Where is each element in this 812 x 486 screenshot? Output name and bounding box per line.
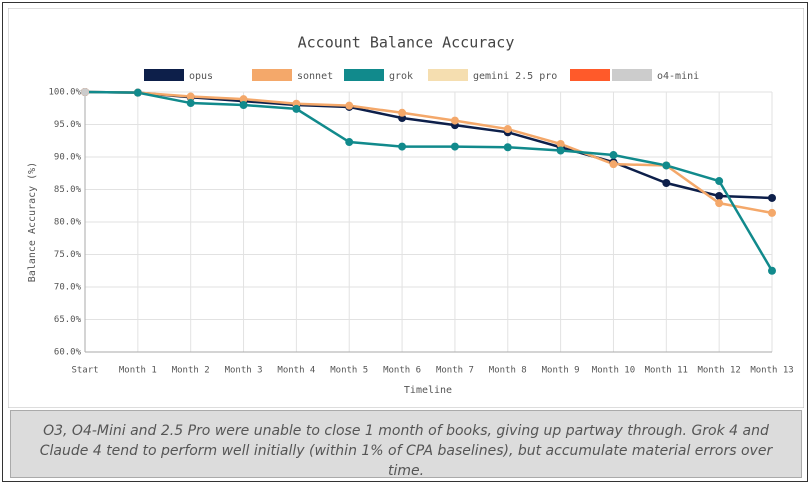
x-tick-label: Month 1 — [119, 366, 157, 376]
data-point — [768, 266, 776, 275]
x-axis-label: Timeline — [404, 385, 452, 396]
legend-label: gemini 2.5 pro — [473, 71, 557, 82]
data-point — [609, 160, 618, 169]
data-point — [292, 104, 301, 113]
data-point — [662, 179, 671, 187]
legend-swatch — [612, 69, 652, 81]
x-tick-label: Month 3 — [225, 366, 263, 376]
legend-swatch — [570, 69, 610, 81]
series-line — [84, 90, 773, 215]
data-point — [239, 101, 248, 109]
legend-label: grok — [389, 71, 413, 82]
data-point — [715, 177, 724, 186]
caption: O3, O4-Mini and 2.5 Pro were unable to c… — [10, 410, 802, 479]
x-tick-label: Month 10 — [592, 366, 635, 376]
data-point — [450, 116, 459, 125]
chart-border — [8, 8, 804, 408]
data-point — [239, 95, 248, 104]
data-point — [768, 208, 776, 217]
data-point — [715, 199, 724, 208]
data-point — [398, 142, 407, 151]
x-tick-label: Month 11 — [645, 366, 688, 376]
y-tick-label: 90.0% — [54, 153, 82, 163]
series-line — [84, 90, 774, 272]
legend-swatch — [344, 69, 384, 81]
legend-swatch — [428, 69, 468, 81]
y-tick-label: 60.0% — [54, 348, 82, 358]
data-point — [81, 88, 89, 96]
x-tick-label: Month 6 — [383, 366, 421, 376]
legend-label: opus — [189, 71, 213, 82]
data-point — [556, 146, 565, 155]
x-tick-label: Month 13 — [750, 366, 793, 376]
x-tick-label: Month 9 — [542, 366, 580, 376]
chart: Account Balance Accuracy Timeline Balanc… — [8, 8, 804, 408]
legend-swatch — [252, 69, 292, 81]
chart-title: Account Balance Accuracy — [298, 34, 515, 52]
data-point — [133, 88, 142, 97]
data-point — [398, 108, 407, 117]
legend-label: sonnet — [297, 71, 333, 82]
x-tick-label: Start — [71, 366, 98, 376]
x-tick-label: Month 12 — [697, 366, 740, 376]
data-point — [609, 151, 618, 160]
data-point — [503, 143, 512, 152]
data-point — [715, 192, 724, 200]
data-point — [450, 142, 459, 151]
y-tick-label: 75.0% — [54, 250, 82, 260]
data-point — [662, 161, 671, 170]
y-tick-label: 80.0% — [54, 218, 82, 228]
x-tick-label: Month 7 — [436, 366, 474, 376]
y-axis-label: Balance Accuracy (%) — [27, 162, 38, 282]
y-tick-label: 95.0% — [54, 120, 82, 130]
x-tick-label: Month 5 — [330, 366, 368, 376]
y-tick-label: 85.0% — [54, 185, 82, 195]
y-tick-label: 100.0% — [48, 88, 81, 98]
legend-label: o4-mini — [657, 71, 699, 82]
data-point — [768, 193, 776, 202]
data-point — [186, 92, 195, 101]
data-point — [345, 138, 354, 147]
data-point — [503, 125, 512, 134]
x-tick-label: Month 4 — [277, 366, 315, 376]
y-tick-label: 65.0% — [54, 315, 82, 325]
y-tick-label: 70.0% — [54, 283, 82, 293]
legend-swatch — [144, 69, 184, 81]
x-tick-label: Month 8 — [489, 366, 527, 376]
data-point — [186, 99, 195, 108]
x-tick-label: Month 2 — [172, 366, 210, 376]
data-point — [556, 140, 565, 148]
data-point — [345, 101, 354, 110]
